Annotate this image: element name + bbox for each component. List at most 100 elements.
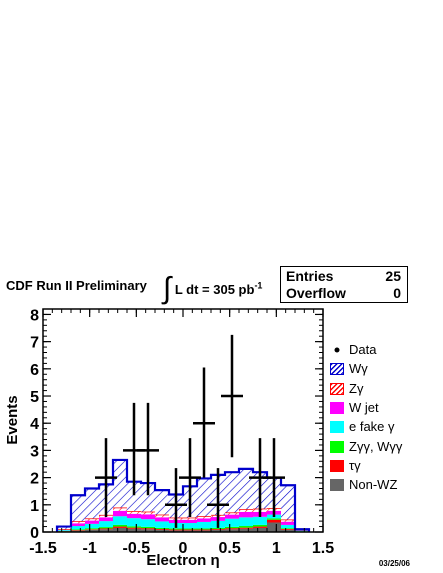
bar-e-fake--10 — [197, 521, 211, 529]
bar---10 — [197, 529, 211, 531]
plot-title: CDF Run II Preliminary — [6, 278, 147, 293]
bar-z-w--6 — [141, 526, 155, 529]
legend-label: Zγγ, Wγγ — [349, 438, 403, 454]
bar---8 — [169, 529, 183, 531]
bar-e-fake--3 — [99, 521, 113, 528]
legend-swatch — [330, 363, 344, 376]
bar-non-wz-2 — [85, 529, 99, 532]
entries-value: 25 — [385, 268, 401, 284]
bar-w-jet-13 — [239, 511, 253, 518]
bar---1 — [71, 530, 85, 531]
legend-label: e fake γ — [349, 419, 395, 435]
legend-label: τγ — [349, 457, 361, 473]
y-tick-label: 4 — [30, 416, 39, 433]
bar-z-w--1 — [71, 529, 85, 531]
bar-w--10 — [197, 478, 211, 517]
bar-w--4 — [113, 459, 127, 508]
bar-z--12 — [225, 512, 239, 515]
bar-non-wz-14 — [253, 527, 267, 532]
bar---14 — [253, 526, 267, 528]
legend-item-z-w-: Zγγ, Wγγ — [330, 439, 440, 456]
bar-z--5 — [127, 511, 141, 514]
bar-e-fake--14 — [253, 516, 267, 525]
bar-non-wz-3 — [99, 529, 113, 532]
lumi-text: L dt = 305 pb — [174, 282, 255, 297]
data-point-0 — [95, 438, 117, 518]
bar---13 — [239, 527, 253, 529]
data-point-7 — [221, 334, 243, 458]
bar---3 — [99, 528, 113, 530]
legend-swatch — [330, 401, 344, 414]
bar-z--1 — [71, 521, 85, 524]
bar-non-wz-15 — [267, 522, 281, 532]
bar-z--16 — [281, 519, 295, 522]
data-point-2 — [137, 402, 159, 496]
bar-w-jet-2 — [85, 520, 99, 524]
bar-non-wz-16 — [281, 529, 295, 532]
y-tick-label: 8 — [30, 307, 39, 324]
date-stamp: 03/25/06 — [379, 559, 411, 568]
overflow-value: 0 — [393, 285, 401, 301]
bar---12 — [225, 528, 239, 530]
bar-e-fake--7 — [155, 521, 169, 528]
y-tick-label: 2 — [30, 471, 39, 488]
bar-w-jet-7 — [155, 517, 169, 522]
bar-non-wz-6 — [141, 529, 155, 532]
bar-non-wz-8 — [169, 530, 183, 532]
x-tick-label: 0.5 — [219, 540, 241, 557]
bar-w--0 — [57, 526, 71, 530]
legend-swatch — [330, 459, 344, 472]
bar-non-wz-7 — [155, 529, 169, 532]
bar---7 — [155, 529, 169, 530]
bar-z-w--15 — [267, 518, 281, 520]
legend-label: Data — [349, 342, 377, 357]
legend-swatch — [330, 382, 344, 395]
legend-item-w-: Wγ — [330, 361, 440, 378]
y-axis-label: Events — [4, 395, 21, 444]
bar-non-wz-12 — [225, 529, 239, 532]
y-tick-label: 0 — [30, 525, 39, 542]
bar-e-fake--13 — [239, 517, 253, 527]
bar-w-jet-6 — [141, 514, 155, 520]
bar-z--9 — [183, 517, 197, 520]
x-tick-label: 1.5 — [312, 540, 334, 557]
legend-item-data: Data — [330, 342, 440, 359]
y-tick-label: 3 — [30, 443, 39, 460]
bar-non-wz-13 — [239, 528, 253, 532]
data-point-9 — [263, 438, 285, 518]
bar-non-wz-10 — [197, 530, 211, 532]
bar-z-w--13 — [239, 526, 253, 528]
bar-e-fake--1 — [71, 526, 85, 530]
bar-non-wz-9 — [183, 530, 197, 532]
bar-non-wz-11 — [211, 529, 225, 532]
axes: -1.5 -1 -0.5 0 0.5 1 1.5 0 1 2 3 4 5 6 7 8 — [29, 307, 334, 557]
bar-w--13 — [239, 468, 253, 510]
legend-swatch — [330, 421, 344, 434]
x-axis-label: Electron η — [146, 552, 219, 569]
legend-item-e-fake-: e fake γ — [330, 419, 440, 436]
data-point-4 — [179, 438, 201, 518]
bar-z-w--16 — [281, 528, 295, 530]
bar-w--5 — [127, 481, 141, 512]
entries-label: Entries — [286, 268, 334, 284]
bar-e-fake--17 — [295, 530, 309, 532]
bar---16 — [281, 529, 295, 530]
bar-z-w--11 — [211, 527, 225, 530]
bar---15 — [267, 519, 281, 523]
bar-z--6 — [141, 511, 155, 515]
legend-label: W jet — [349, 399, 379, 415]
bar---5 — [127, 527, 141, 529]
bar-w--1 — [71, 495, 85, 522]
x-tick-label: 1 — [272, 540, 281, 557]
data-point-5 — [193, 367, 215, 478]
bar-non-wz-4 — [113, 527, 127, 532]
legend-label: Wγ — [349, 361, 368, 377]
x-tick-label: -0.5 — [123, 540, 151, 557]
bar-w-jet-5 — [127, 513, 141, 519]
legend-swatch — [330, 479, 344, 492]
bar-w--2 — [85, 488, 99, 519]
bar-z--10 — [197, 516, 211, 519]
data-point-6 — [207, 468, 229, 528]
bar-z-w--14 — [253, 524, 267, 527]
bar---4 — [113, 526, 127, 528]
